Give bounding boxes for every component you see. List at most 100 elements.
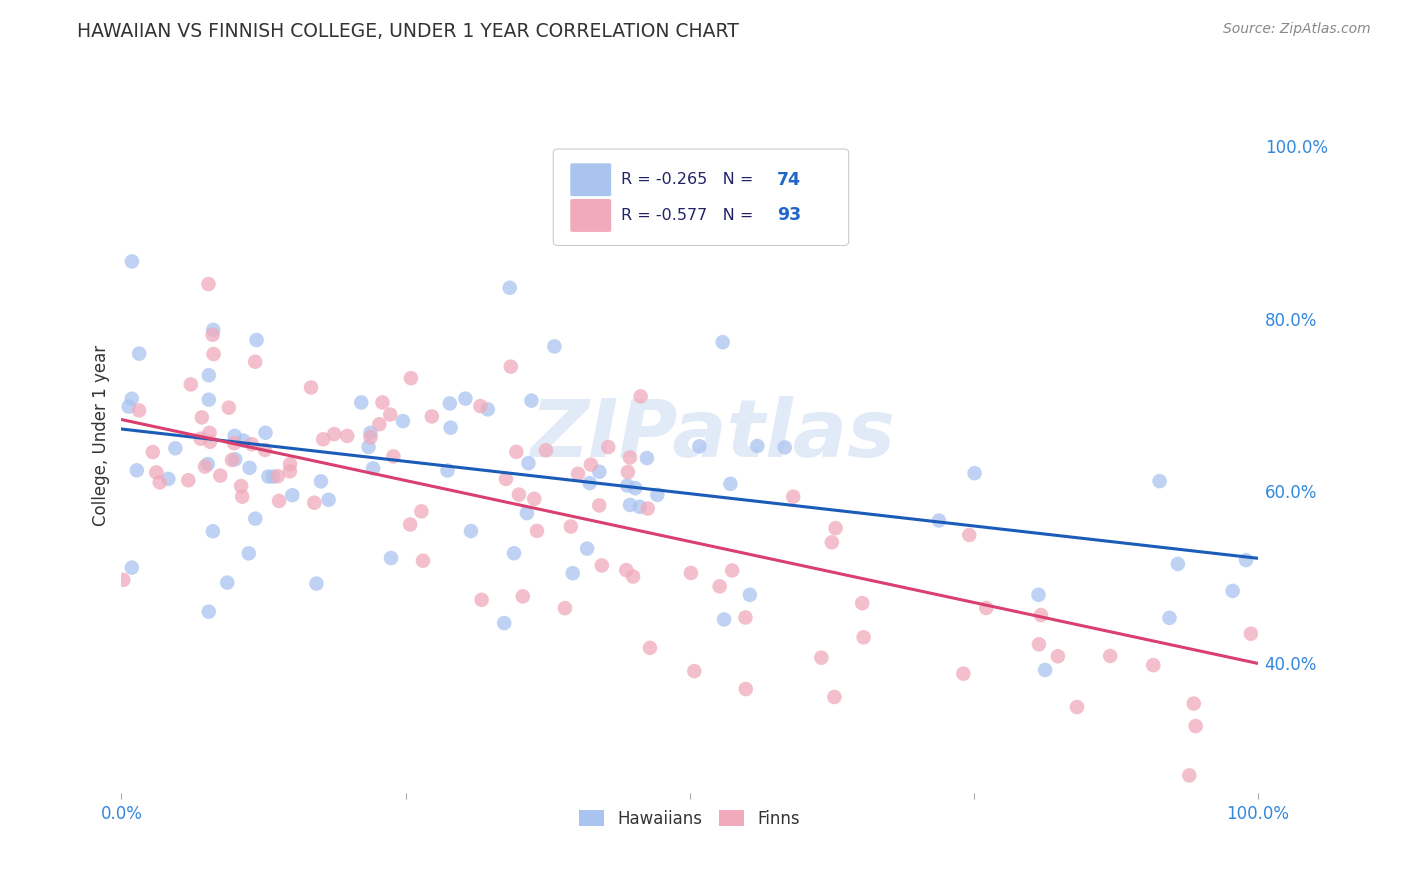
Point (257, 469, 280, 483)
Text: 74: 74 (778, 170, 801, 189)
Point (312, 432, 335, 446)
Point (460, 524, 482, 538)
Point (198, 368, 221, 383)
Point (1046, 649, 1069, 664)
Point (499, 359, 522, 374)
Point (720, 476, 742, 491)
Point (128, 346, 150, 360)
Point (305, 576, 328, 591)
Point (619, 450, 641, 465)
Point (231, 490, 253, 504)
Point (1240, 626, 1263, 640)
Point (121, 254, 143, 268)
Point (224, 436, 246, 450)
Point (229, 479, 252, 493)
Point (738, 588, 761, 602)
Point (360, 430, 382, 444)
Point (267, 494, 290, 508)
Point (1159, 611, 1181, 625)
Point (688, 439, 710, 453)
Point (598, 440, 620, 454)
FancyBboxPatch shape (553, 149, 849, 245)
Point (238, 460, 260, 475)
Point (245, 355, 267, 369)
Point (218, 401, 240, 415)
Point (197, 277, 219, 291)
Point (711, 335, 734, 350)
Point (505, 445, 527, 459)
Point (198, 425, 221, 440)
Point (420, 409, 443, 424)
Point (526, 524, 548, 538)
Point (679, 566, 702, 580)
Point (621, 569, 644, 583)
Point (245, 333, 267, 347)
Point (278, 464, 301, 478)
Point (399, 371, 422, 385)
Point (503, 546, 526, 560)
Point (191, 410, 214, 425)
Point (304, 496, 326, 510)
Point (614, 563, 637, 577)
Point (588, 499, 610, 513)
Point (1222, 583, 1244, 598)
Text: ZIPatlas: ZIPatlas (530, 396, 894, 474)
Point (198, 434, 221, 449)
Point (1066, 700, 1088, 714)
Point (217, 575, 239, 590)
Point (177, 473, 200, 487)
Y-axis label: College, Under 1 year: College, Under 1 year (93, 344, 110, 525)
Legend: Hawaiians, Finns: Hawaiians, Finns (572, 803, 807, 834)
Point (1167, 557, 1189, 571)
FancyBboxPatch shape (571, 163, 612, 196)
Text: HAWAIIAN VS FINNISH COLLEGE, UNDER 1 YEAR CORRELATION CHART: HAWAIIAN VS FINNISH COLLEGE, UNDER 1 YEA… (77, 22, 740, 41)
Point (323, 427, 346, 442)
Point (534, 443, 557, 458)
Point (145, 466, 167, 480)
Point (197, 392, 219, 407)
Point (578, 476, 600, 491)
Point (180, 377, 202, 392)
Point (543, 339, 565, 353)
Point (262, 469, 284, 483)
Point (194, 459, 217, 474)
Point (382, 450, 405, 464)
Point (254, 425, 277, 440)
Point (1028, 637, 1050, 651)
Point (561, 566, 583, 581)
Point (359, 425, 381, 440)
Point (637, 501, 659, 516)
Point (734, 681, 756, 696)
Point (821, 535, 844, 549)
Text: R = -0.265   N =: R = -0.265 N = (621, 172, 759, 187)
Point (411, 504, 433, 518)
Point (439, 396, 461, 410)
Point (392, 414, 415, 428)
Point (851, 596, 873, 610)
Point (245, 511, 267, 525)
Point (165, 442, 187, 456)
Point (499, 281, 522, 295)
Point (1099, 648, 1122, 663)
Point (1234, 553, 1257, 567)
Point (1033, 663, 1056, 677)
Point (399, 517, 422, 532)
Point (624, 481, 647, 495)
Point (638, 640, 661, 655)
Point (747, 439, 769, 453)
Point (202, 347, 225, 361)
Point (197, 605, 219, 619)
Point (281, 488, 304, 502)
FancyBboxPatch shape (571, 199, 612, 232)
Point (368, 417, 391, 432)
Point (118, 400, 141, 414)
Point (202, 323, 225, 337)
Point (630, 389, 652, 403)
Point (560, 519, 582, 533)
Point (824, 521, 846, 535)
Point (454, 392, 477, 406)
Point (520, 393, 543, 408)
Point (157, 472, 180, 486)
Point (357, 440, 380, 454)
Point (299, 380, 322, 394)
